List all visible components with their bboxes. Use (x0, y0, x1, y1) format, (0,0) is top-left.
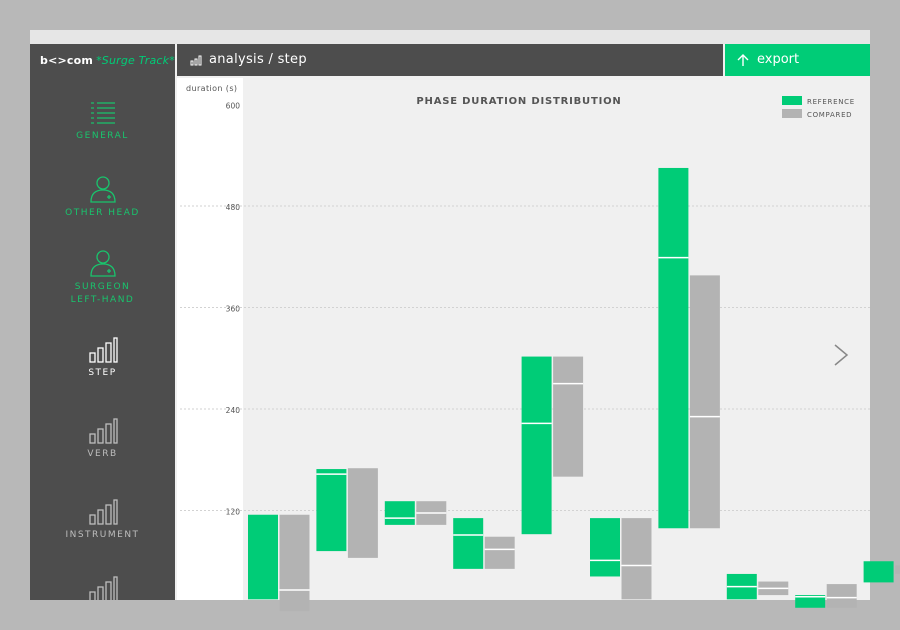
bar-reference-upper (658, 167, 689, 258)
person-icon (89, 176, 116, 203)
bar-reference-lower (521, 423, 552, 535)
y-tick-label: 120 (226, 508, 241, 517)
sidebar-item-verb[interactable]: VERB (30, 418, 175, 461)
bar-chart-icon (190, 55, 202, 66)
sidebar-item-label: GENERAL (76, 131, 129, 141)
bar-reference-upper (590, 518, 620, 561)
bar-chart-icon (88, 337, 118, 363)
bar-compared-upper (553, 356, 584, 384)
bar-reference-lower (726, 586, 757, 600)
sidebar-item-label: STEP (88, 368, 117, 378)
bar-reference-upper (248, 514, 278, 600)
sidebar-item-other-head[interactable]: OTHER HEAD (30, 175, 175, 220)
sidebar-item-label: OTHER HEAD (65, 208, 140, 218)
bar-compared-upper (416, 501, 447, 514)
sidebar-item-label: VERB (87, 449, 118, 459)
sidebar-item-step[interactable]: STEP (30, 337, 175, 380)
bar-compared-upper (484, 536, 515, 550)
bar-reference-lower (384, 518, 415, 525)
sidebar-item-label: SURGEON LEFT-HAND (70, 282, 135, 305)
bar-reference-lower (658, 257, 689, 529)
person-icon (89, 250, 116, 277)
y-tick-labels: 120 240 360 480 600 (226, 102, 241, 517)
bar-compared-upper (826, 584, 857, 598)
bar-compared-upper (347, 468, 378, 558)
sidebar: b<>com *Surge Track* GENERAL (30, 44, 175, 600)
chart-title: PHASE DURATION DISTRIBUTION (416, 96, 621, 107)
bar-compared-upper (621, 518, 652, 566)
bar-reference-lower (795, 596, 826, 608)
app-window: b<>com *Surge Track* GENERAL (30, 30, 870, 600)
sidebar-item-instrument[interactable]: INSTRUMENT (30, 499, 175, 542)
export-label: export (757, 52, 800, 67)
bar-compared-upper (895, 565, 900, 574)
y-tick-label: 240 (226, 406, 241, 415)
bar-compared-lower (621, 565, 652, 600)
bar-compared-lower (689, 416, 720, 529)
legend-label-reference: REFERENCE (807, 98, 855, 106)
bar-chart-icon (88, 418, 118, 444)
legend-swatch-reference (782, 96, 802, 105)
bar-reference-upper (521, 356, 552, 424)
bar-reference-upper (795, 595, 826, 597)
y-tick-label: 360 (226, 305, 241, 314)
sidebar-item-more[interactable] (30, 576, 175, 600)
list-icon (90, 102, 115, 124)
sidebar-item-general[interactable]: GENERAL (30, 100, 175, 143)
bar-reference-upper (453, 518, 484, 536)
phase-duration-chart: 120 240 360 480 600 duration (s) PHASE DURAT… (180, 84, 900, 612)
legend-swatch-compared (782, 109, 802, 118)
bar-reference-upper (863, 561, 894, 583)
bar-compared-lower (758, 588, 789, 596)
legend-label-compared: COMPARED (807, 111, 852, 119)
bar-compared-lower (826, 597, 857, 608)
bar-reference-lower (316, 474, 347, 552)
y-tick-label: 480 (226, 203, 241, 212)
breadcrumb: analysis / step (209, 52, 307, 67)
bar-reference-upper (384, 501, 415, 519)
sidebar-item-label: INSTRUMENT (65, 530, 140, 540)
bar-compared-lower (484, 549, 515, 569)
y-axis-panel (177, 78, 243, 600)
bar-compared-upper (758, 581, 789, 589)
legend: REFERENCE COMPARED (782, 96, 855, 119)
plot-area (243, 78, 870, 600)
y-tick-label: 600 (226, 102, 241, 111)
sidebar-item-surgeon-left-hand[interactable]: SURGEON LEFT-HAND (30, 249, 175, 307)
bar-compared-lower (416, 513, 447, 525)
bar-compared-lower (279, 590, 310, 612)
bar-chart-icon (88, 576, 118, 600)
bars (248, 167, 900, 612)
logo: b<>com *Surge Track* (40, 54, 175, 68)
bar-reference-upper (316, 469, 347, 475)
bar-reference-lower (590, 560, 620, 577)
next-arrow-icon[interactable] (834, 344, 849, 366)
arrow-up-icon (737, 54, 749, 66)
bar-chart-icon (88, 499, 118, 525)
window-top-strip (30, 30, 870, 44)
bar-reference-lower (453, 535, 484, 569)
export-button[interactable]: export (725, 44, 870, 76)
app-name: *Surge Track* (96, 54, 175, 67)
bar-compared-upper (279, 514, 310, 591)
brand-name: b<>com (40, 54, 94, 67)
header-bar: analysis / step (177, 44, 723, 76)
bar-reference-upper (726, 573, 757, 587)
bar-compared-upper (689, 275, 720, 417)
bar-compared-lower (553, 383, 584, 477)
y-axis-label: duration (s) (186, 84, 237, 93)
